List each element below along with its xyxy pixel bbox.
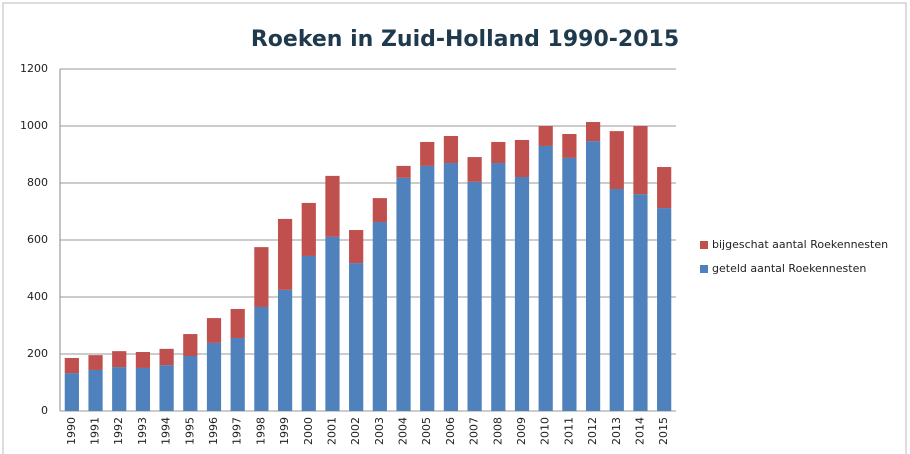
x-tick-label: 2004 (397, 417, 410, 445)
bar-segment (254, 247, 269, 307)
x-tick-label: 1997 (231, 417, 244, 445)
x-tick-label: 1996 (207, 417, 220, 445)
x-tick-label: 2003 (373, 417, 386, 445)
x-tick-label: 1990 (65, 417, 78, 445)
bar-segment (585, 141, 601, 412)
bar-segment (372, 198, 387, 223)
x-tick-label: 1993 (136, 417, 149, 445)
bar-segment (633, 194, 648, 411)
bar-segment (657, 167, 672, 209)
x-tick-label: 2015 (657, 417, 670, 445)
bar-segment (277, 289, 293, 411)
y-tick-label: 200 (27, 347, 48, 360)
bar-segment (467, 181, 482, 411)
bar-segment (159, 348, 174, 366)
x-tick-label: 2001 (325, 417, 338, 445)
x-tick-label: 2007 (468, 417, 481, 445)
bar-segment (491, 163, 506, 411)
bar-segment (420, 141, 435, 166)
x-tick-label: 1994 (160, 417, 173, 445)
bar-segment (88, 369, 103, 411)
bar-segment (538, 126, 553, 146)
bar-segment (349, 230, 364, 264)
legend-label: bijgeschat aantal Roekennesten (712, 238, 888, 251)
y-tick-label: 1000 (20, 119, 48, 132)
bar-segment (491, 141, 506, 164)
x-tick-label: 2014 (633, 417, 646, 445)
x-tick-label: 2013 (610, 417, 623, 445)
bar-segment (443, 135, 459, 164)
x-tick-label: 1995 (183, 417, 196, 445)
bar-segment (325, 175, 340, 237)
chart-title: Roeken in Zuid-Holland 1990-2015 (251, 27, 679, 52)
bar-segment (325, 236, 340, 411)
bar-segment (159, 365, 174, 411)
x-tick-label: 1998 (254, 417, 267, 445)
x-tick-label: 2005 (420, 417, 433, 445)
bar-segment (538, 145, 553, 411)
bar-segment (349, 263, 364, 411)
bar-segment (396, 177, 411, 411)
bar-segment (206, 342, 222, 411)
bar-segment (657, 208, 672, 411)
y-tick-label: 0 (41, 404, 48, 417)
bar-segment (633, 126, 648, 195)
bar-segment (135, 367, 151, 411)
bar-segment (230, 338, 245, 411)
x-tick-label: 1992 (112, 417, 125, 445)
bar-segment (609, 188, 624, 411)
bar-segment (467, 157, 482, 182)
legend-swatch (700, 265, 708, 273)
bar-segment (112, 351, 127, 368)
bar-segment (112, 367, 127, 411)
x-tick-label: 2000 (302, 417, 315, 445)
bar-segment (585, 122, 601, 142)
bar-segment (230, 308, 245, 339)
y-tick-label: 400 (27, 290, 48, 303)
y-tick-label: 800 (27, 176, 48, 189)
x-tick-label: 2006 (444, 417, 457, 445)
bar-segment (396, 165, 411, 178)
x-tick-label: 2010 (539, 417, 552, 445)
bar-segment (183, 334, 198, 356)
x-tick-label: 2002 (349, 417, 362, 445)
legend-label: geteld aantal Roekennesten (712, 262, 866, 275)
bar-segment (372, 222, 387, 411)
bar-segment (562, 133, 577, 158)
x-tick-label: 2008 (491, 417, 504, 445)
bar-segment (514, 177, 530, 411)
bar-segment (562, 157, 577, 411)
y-tick-label: 1200 (20, 62, 48, 75)
bar-segment (420, 165, 435, 411)
bar-segment (135, 352, 151, 368)
bar-segment (183, 355, 198, 411)
bar-segment (301, 202, 316, 256)
bar-segment (514, 139, 530, 178)
legend-swatch (700, 241, 708, 249)
x-tick-label: 2012 (586, 417, 599, 445)
bar-segment (277, 218, 293, 290)
bar-segment (443, 163, 459, 411)
bar-segment (301, 255, 316, 411)
bar-segment (254, 306, 269, 411)
x-tick-label: 2011 (562, 417, 575, 445)
bar-segment (64, 357, 79, 374)
x-tick-label: 2009 (515, 417, 528, 445)
bar-segment (206, 318, 222, 343)
y-tick-label: 600 (27, 233, 48, 246)
bar-segment (64, 373, 79, 411)
x-tick-label: 1999 (278, 417, 291, 445)
bar-segment (88, 355, 103, 370)
bar-segment (609, 131, 624, 189)
x-tick-label: 1991 (89, 417, 102, 445)
